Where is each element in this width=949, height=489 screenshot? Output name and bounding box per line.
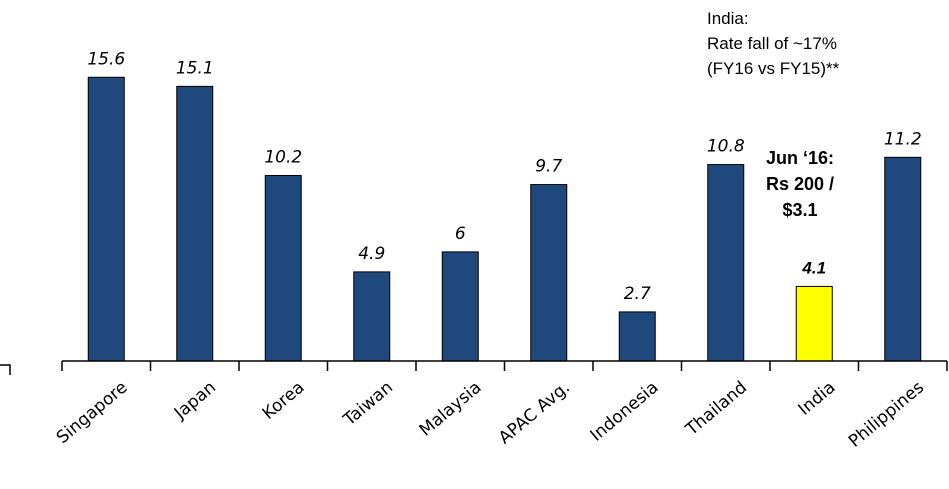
value-labels-group: 15.6 15.1 10.2 4.9 6 9.7 2.7 10.8 4.1 11.2 — [87, 49, 921, 304]
tick-label-philippines: Philippines — [845, 377, 928, 451]
value-label-singapore: 15.6 — [87, 49, 125, 69]
tick-label-taiwan: Taiwan — [339, 378, 397, 431]
bar-thailand — [707, 164, 745, 362]
bar-indonesia — [618, 311, 656, 362]
tick-labels-group: Singapore Japan Korea Taiwan Malaysia APAC Av… — [53, 377, 928, 451]
value-label-korea: 10.2 — [264, 147, 302, 167]
india-callout-line-3: $3.1 — [782, 200, 818, 220]
india-note-line-3: (FY16 vs FY15)** — [707, 59, 840, 78]
bar-singapore — [87, 76, 125, 362]
tick-label-malaysia: Malaysia — [416, 378, 486, 441]
tick-label-thailand: Thailand — [681, 378, 751, 441]
value-label-philippines: 11.2 — [884, 129, 922, 149]
value-label-indonesia: 2.7 — [624, 284, 651, 304]
x-axis — [0, 360, 948, 375]
india-callout-line-1: Jun ‘16: — [765, 148, 835, 168]
india-callout-line-2: Rs 200 / — [765, 174, 835, 194]
bar-taiwan — [353, 271, 391, 362]
value-label-india: 4.1 — [801, 258, 826, 277]
value-label-apac-avg: 9.7 — [535, 157, 562, 177]
tick-label-japan: Japan — [170, 378, 220, 424]
bars-group — [87, 76, 922, 362]
value-label-japan: 15.1 — [176, 58, 214, 78]
bar-apac-avg — [530, 184, 568, 362]
india-price-callout: Jun ‘16: Rs 200 / $3.1 — [745, 145, 855, 223]
value-label-thailand: 10.8 — [707, 137, 745, 157]
tick-label-singapore: Singapore — [53, 378, 132, 448]
tick-label-korea: Korea — [259, 378, 309, 424]
value-label-taiwan: 4.9 — [358, 244, 385, 264]
india-rate-note: India: Rate fall of ~17% (FY16 vs FY15)*… — [707, 6, 839, 81]
india-note-line-1: India: — [707, 9, 749, 28]
bar-japan — [176, 85, 214, 362]
tick-label-indonesia: Indonesia — [587, 378, 663, 446]
bar-philippines — [884, 156, 922, 362]
value-label-malaysia: 6 — [455, 224, 466, 244]
bar-malaysia — [441, 251, 479, 362]
axis-fragment — [0, 364, 11, 375]
tick-label-apac-avg: APAC Avg. — [495, 378, 574, 449]
bar-india — [795, 285, 833, 362]
bar-korea — [264, 174, 302, 362]
tick-label-india: India — [795, 378, 840, 420]
india-note-line-2: Rate fall of ~17% — [707, 34, 837, 53]
